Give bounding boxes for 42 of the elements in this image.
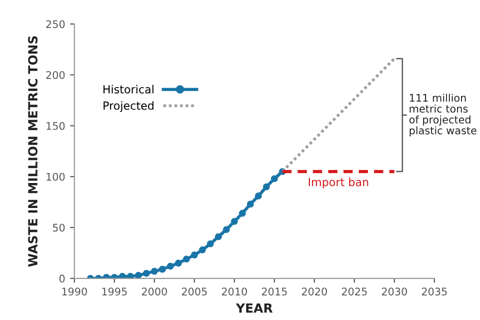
- point: [230, 218, 238, 225]
- x-tick-label: 2025: [342, 288, 367, 296]
- x-tick-label: 2000: [142, 288, 167, 296]
- y-tick-label: 150: [46, 122, 65, 130]
- point: [246, 200, 254, 208]
- x-axis-title: YEAR: [236, 303, 273, 313]
- x-tick-label: 2010: [222, 288, 247, 296]
- x-tick-label: 2015: [262, 288, 287, 296]
- y-axis-title: WASTE IN MILLION METRIC TONS: [28, 36, 38, 267]
- point: [206, 240, 214, 248]
- point: [254, 192, 262, 200]
- point: [126, 272, 134, 278]
- point: [150, 268, 158, 275]
- point: [198, 246, 206, 254]
- y-tick-label: 200: [46, 71, 65, 79]
- point: [238, 210, 246, 217]
- x-tick-label: 1995: [102, 288, 127, 296]
- point: [158, 266, 166, 273]
- point: [134, 272, 142, 278]
- point: [214, 233, 222, 240]
- y-tick-label: 250: [46, 20, 65, 28]
- y-tick-label: 0: [59, 274, 65, 283]
- point: [142, 270, 150, 277]
- point: [270, 175, 278, 182]
- point: [222, 226, 230, 234]
- x-tick-label: 2030: [382, 288, 407, 296]
- legend-label: Projected: [104, 101, 154, 112]
- annotation: 111 million metric tons of projected plastic waste: [409, 94, 476, 136]
- point: [182, 256, 190, 263]
- point: [174, 260, 182, 267]
- point: [118, 272, 126, 278]
- series-label: Import ban: [308, 178, 368, 188]
- point: [166, 262, 174, 270]
- point: [262, 183, 270, 190]
- y-tick-label: 50: [52, 224, 65, 232]
- point: [190, 252, 198, 258]
- x-tick-label: 2035: [422, 288, 447, 296]
- x-tick-label: 2005: [182, 288, 207, 296]
- x-tick-label: 2020: [302, 288, 327, 296]
- y-tick-label: 100: [46, 172, 65, 181]
- legend-label: Historical: [103, 84, 154, 94]
- x-tick-label: 1990: [62, 288, 87, 296]
